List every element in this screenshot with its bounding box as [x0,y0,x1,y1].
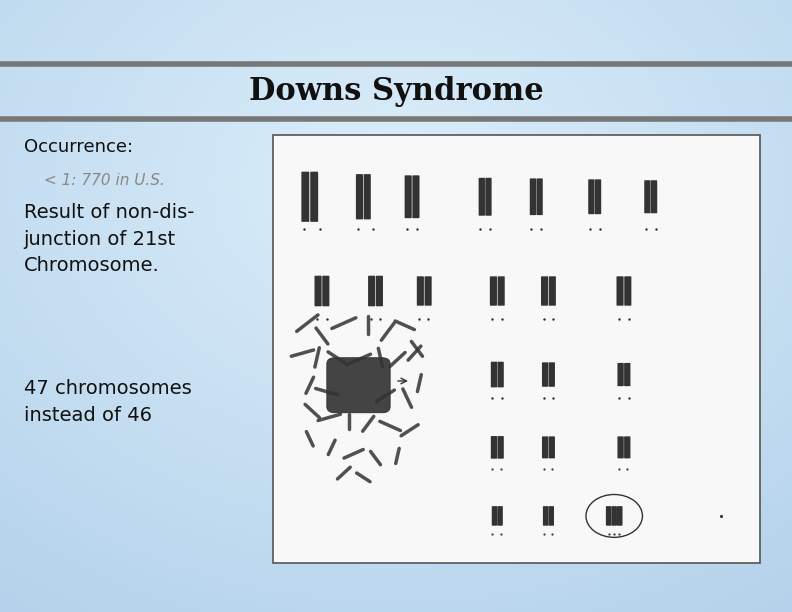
FancyBboxPatch shape [624,363,630,386]
FancyBboxPatch shape [413,176,420,218]
FancyBboxPatch shape [497,506,503,526]
FancyBboxPatch shape [322,276,329,307]
FancyBboxPatch shape [530,179,536,215]
FancyBboxPatch shape [497,436,504,459]
FancyBboxPatch shape [491,362,497,387]
FancyBboxPatch shape [314,276,322,307]
FancyBboxPatch shape [485,178,492,216]
FancyBboxPatch shape [624,277,631,306]
Text: 47 chromosomes
instead of 46: 47 chromosomes instead of 46 [24,379,192,425]
FancyBboxPatch shape [588,179,595,214]
FancyBboxPatch shape [491,436,497,459]
FancyBboxPatch shape [489,277,497,306]
Text: < 1: 770 in U.S.: < 1: 770 in U.S. [44,173,164,188]
FancyBboxPatch shape [541,277,548,306]
FancyBboxPatch shape [364,174,371,220]
FancyBboxPatch shape [595,179,601,214]
FancyBboxPatch shape [425,277,432,306]
FancyBboxPatch shape [376,276,383,307]
FancyBboxPatch shape [617,506,623,526]
FancyBboxPatch shape [549,436,555,458]
FancyBboxPatch shape [618,363,624,386]
FancyBboxPatch shape [624,436,630,458]
FancyBboxPatch shape [536,179,543,215]
FancyBboxPatch shape [543,506,548,526]
Text: Occurrence:: Occurrence: [24,138,133,155]
FancyBboxPatch shape [497,362,504,387]
FancyBboxPatch shape [618,436,624,458]
FancyBboxPatch shape [492,506,497,526]
FancyBboxPatch shape [478,178,485,216]
FancyBboxPatch shape [302,172,310,222]
FancyBboxPatch shape [644,181,650,214]
FancyBboxPatch shape [616,277,623,306]
FancyBboxPatch shape [542,436,548,458]
FancyBboxPatch shape [405,176,412,218]
FancyBboxPatch shape [549,362,555,387]
FancyBboxPatch shape [549,277,556,306]
FancyBboxPatch shape [542,362,548,387]
Text: Result of non-dis-
junction of 21st
Chromosome.: Result of non-dis- junction of 21st Chro… [24,203,194,275]
FancyBboxPatch shape [606,506,611,526]
FancyBboxPatch shape [497,277,505,306]
FancyBboxPatch shape [327,357,390,413]
Bar [273,135,760,563]
Text: Downs Syndrome: Downs Syndrome [249,76,543,107]
FancyBboxPatch shape [368,276,375,307]
FancyBboxPatch shape [548,506,554,526]
FancyBboxPatch shape [651,181,657,214]
FancyBboxPatch shape [417,277,424,306]
FancyBboxPatch shape [310,172,318,222]
FancyBboxPatch shape [611,506,617,526]
FancyBboxPatch shape [356,174,363,220]
